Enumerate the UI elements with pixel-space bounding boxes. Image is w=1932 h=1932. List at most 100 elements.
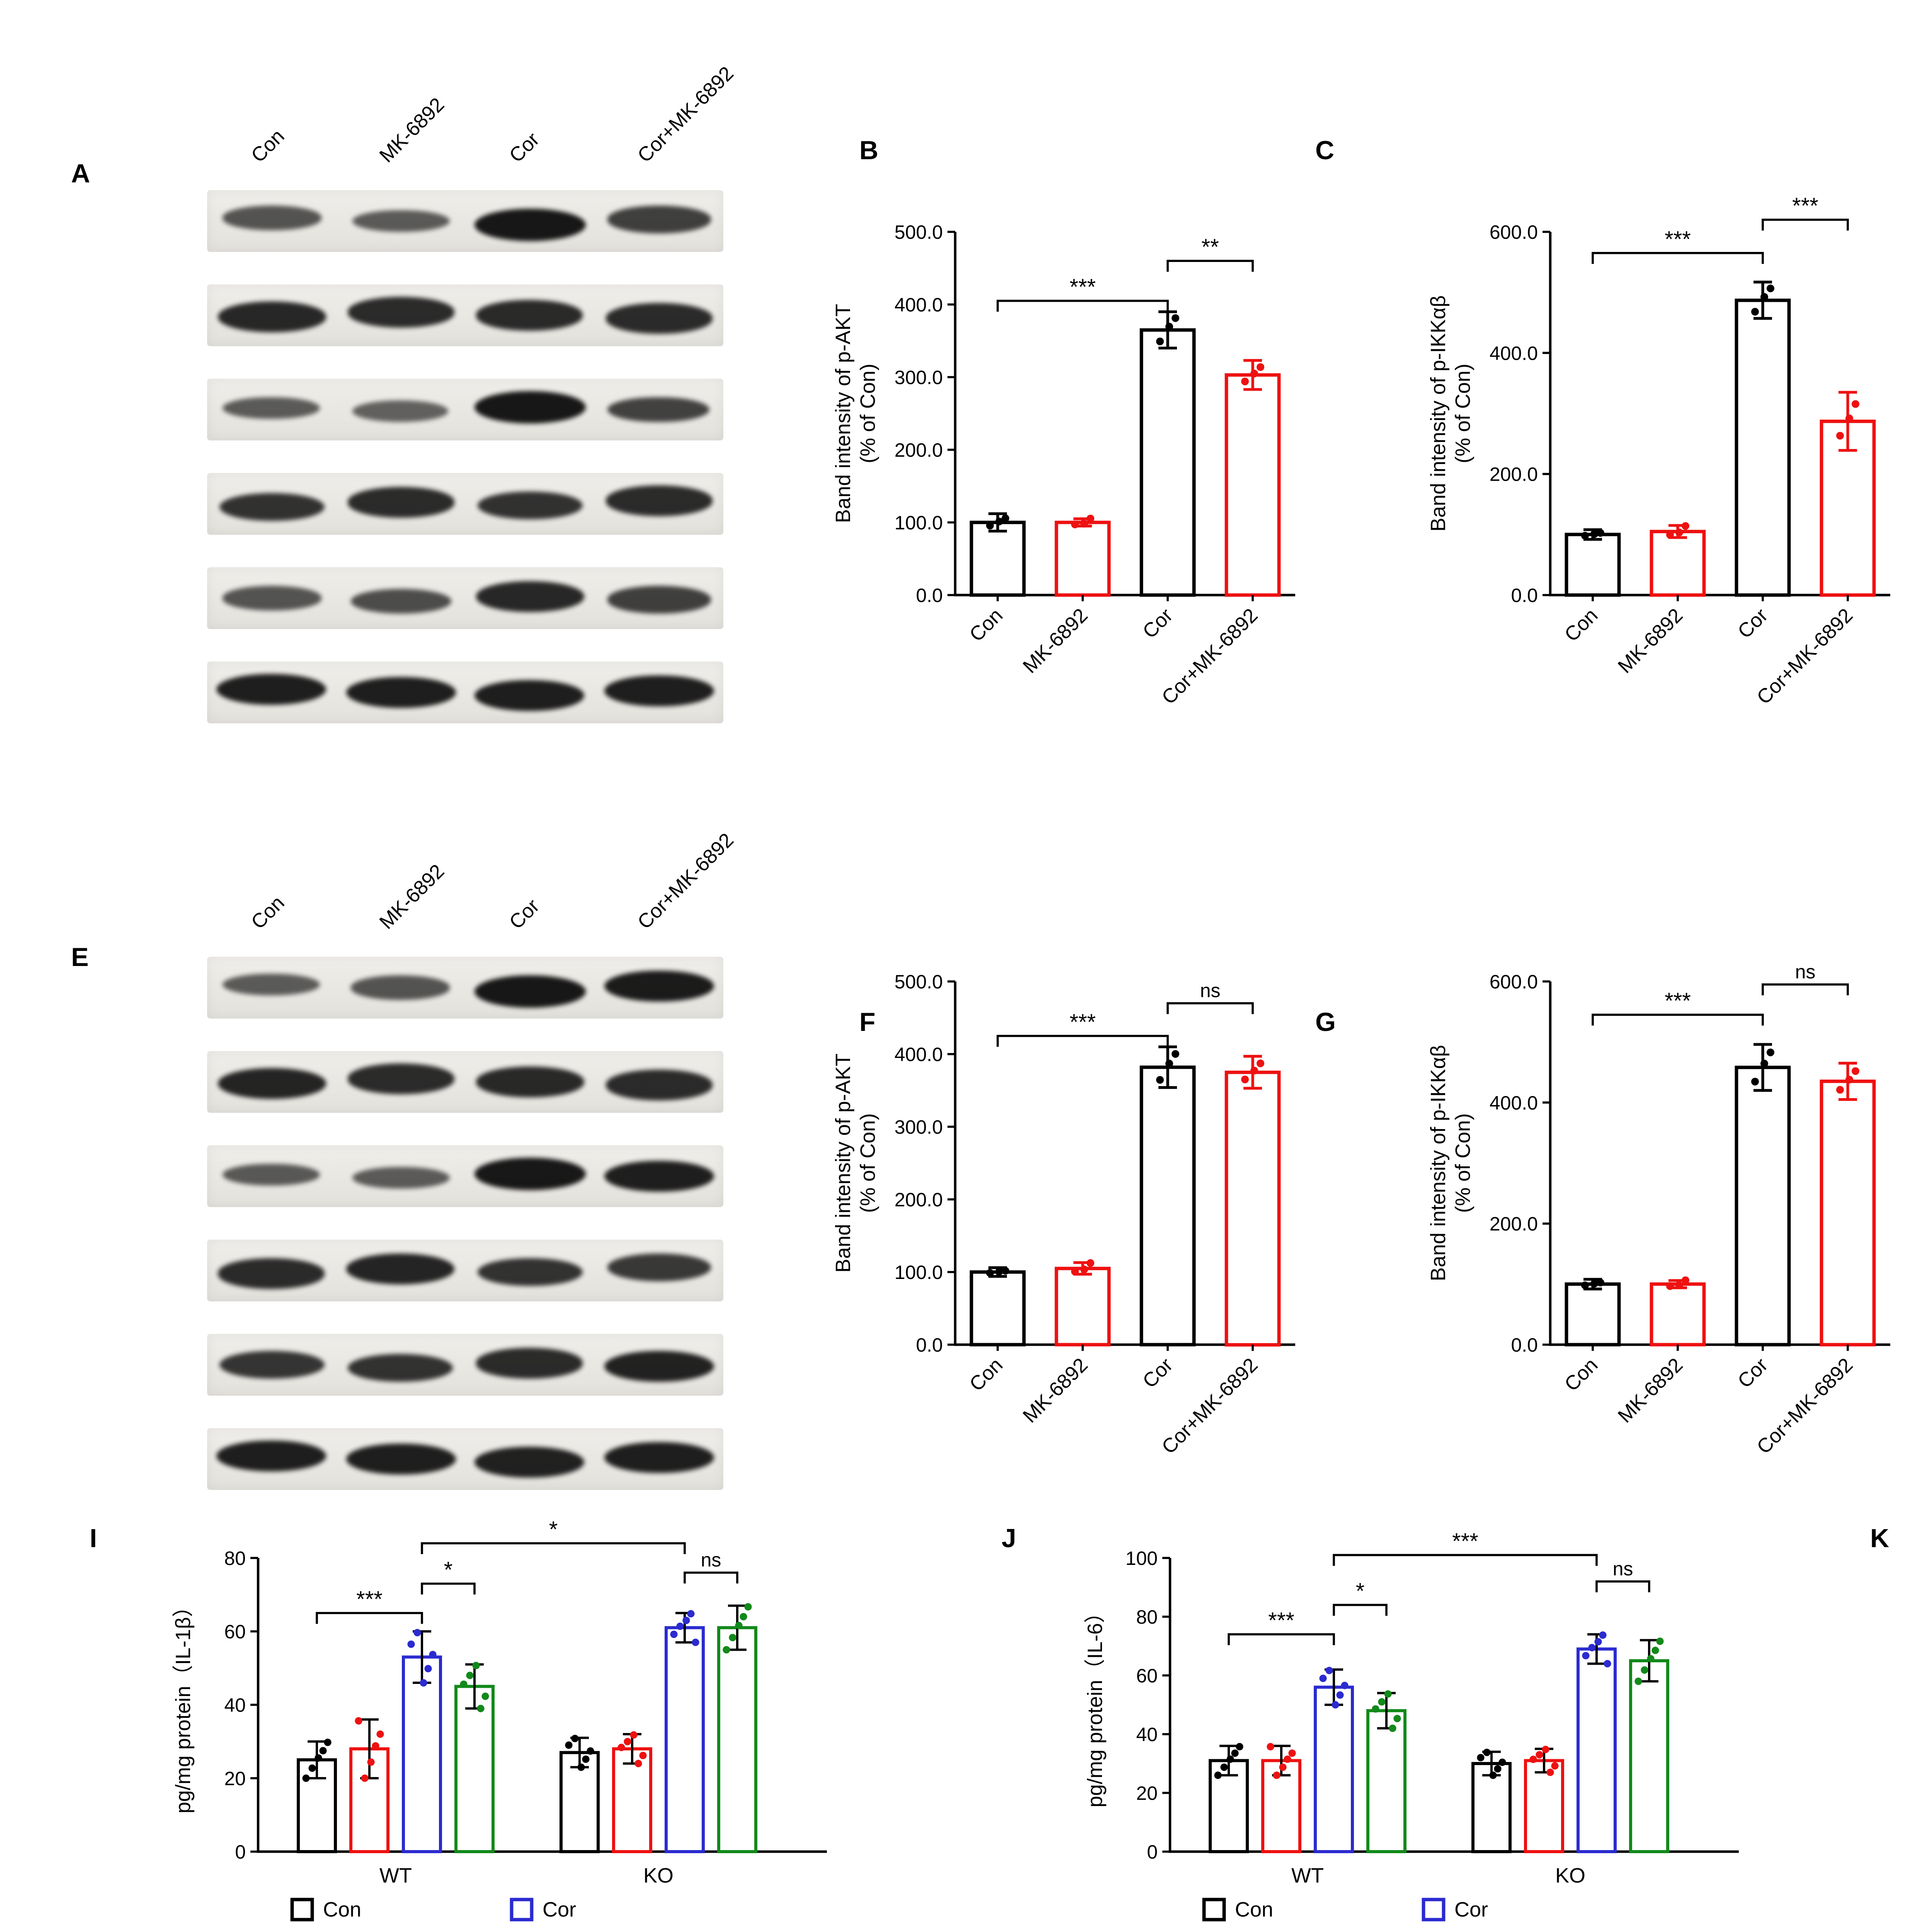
blot-band bbox=[345, 1443, 456, 1475]
x-tick-label: Con bbox=[1560, 604, 1602, 646]
western-blot-panel-a: p-AKT Total-AKT p-IKKαβ Total-IKKαβ p-NFκB To… bbox=[207, 62, 738, 723]
svg-text:400.0: 400.0 bbox=[1490, 342, 1538, 364]
data-point bbox=[1279, 1764, 1287, 1771]
data-point bbox=[481, 1692, 489, 1700]
x-tick-label: Cor bbox=[1733, 604, 1772, 643]
svg-text:0: 0 bbox=[1147, 1841, 1158, 1863]
svg-text:ns: ns bbox=[701, 1549, 721, 1571]
data-point bbox=[1675, 529, 1683, 536]
bar-WT-Cor+MK-6892 bbox=[1366, 1690, 1406, 1853]
svg-text:200.0: 200.0 bbox=[1490, 1213, 1538, 1235]
x-tick-label: Cor bbox=[1138, 604, 1177, 643]
data-point bbox=[1156, 337, 1164, 345]
blot-band bbox=[222, 586, 321, 610]
data-point bbox=[1588, 1644, 1596, 1651]
svg-text:20: 20 bbox=[224, 1768, 246, 1789]
data-point bbox=[1002, 514, 1009, 522]
blot-band bbox=[223, 397, 320, 419]
panel-label-f: F bbox=[859, 1008, 876, 1037]
data-point bbox=[1250, 1066, 1258, 1075]
data-point bbox=[420, 1679, 427, 1687]
svg-text:0.0: 0.0 bbox=[1511, 585, 1538, 606]
y-axis-label: Band intensity of p-AKT (% of Con) bbox=[832, 1053, 879, 1272]
data-point bbox=[1597, 1279, 1604, 1287]
data-point bbox=[1666, 531, 1674, 539]
data-point bbox=[995, 517, 1003, 526]
bar-Con: Con bbox=[1560, 1278, 1621, 1396]
data-point bbox=[308, 1764, 316, 1772]
y-axis-label: Band intensity of p-IKKαβ (% of Con) bbox=[1427, 295, 1475, 532]
data-point bbox=[1220, 1764, 1228, 1771]
blot-band bbox=[217, 1068, 326, 1099]
data-point bbox=[1071, 520, 1079, 529]
svg-text:0.0: 0.0 bbox=[916, 1334, 943, 1356]
bar-WT-MK-6892 bbox=[1261, 1743, 1301, 1854]
svg-text:*: * bbox=[549, 1517, 558, 1542]
bar-chart-svg: Band intensity of p-IKKαβ (% of Con) 0.0 20… bbox=[1427, 961, 1890, 1458]
data-point bbox=[1767, 284, 1774, 293]
blot-row-p-AKT: p-AKT bbox=[207, 190, 723, 252]
blot-row-p-AKT: p-AKT bbox=[207, 957, 723, 1019]
panel-label-k: K bbox=[1870, 1524, 1890, 1553]
group-label: WT bbox=[379, 1864, 412, 1887]
blot-band bbox=[216, 673, 327, 705]
svg-text:500.0: 500.0 bbox=[895, 971, 943, 993]
data-point bbox=[1214, 1771, 1222, 1779]
data-point bbox=[1581, 532, 1589, 540]
blot-row-Total-IKKαβ: Total-IKKαβ bbox=[207, 1240, 723, 1301]
svg-text:Band intensity of p-IKKαβ: Band intensity of p-IKKαβ bbox=[1427, 295, 1450, 532]
data-point bbox=[630, 1731, 638, 1739]
bar-KO-Con bbox=[560, 1735, 600, 1853]
blot-band bbox=[476, 582, 584, 612]
svg-text:200.0: 200.0 bbox=[1490, 464, 1538, 485]
svg-text:***: *** bbox=[1792, 194, 1818, 219]
svg-text:0: 0 bbox=[235, 1841, 246, 1863]
bar-WT-Cor bbox=[402, 1629, 442, 1853]
svg-text:(% of Con): (% of Con) bbox=[1451, 1113, 1475, 1213]
data-point bbox=[1087, 1259, 1094, 1267]
data-point bbox=[687, 1610, 695, 1617]
data-point bbox=[1760, 1060, 1768, 1068]
data-point bbox=[1172, 1050, 1179, 1058]
bar-KO-MK-6892 bbox=[612, 1731, 652, 1853]
data-point bbox=[587, 1747, 594, 1755]
data-point bbox=[995, 1267, 1003, 1276]
svg-text:(% of Con): (% of Con) bbox=[856, 1113, 879, 1213]
bar-chart-svg: Band intensity of p-AKT (% of Con) 0.0 100.… bbox=[832, 221, 1295, 709]
data-point bbox=[1288, 1749, 1296, 1757]
svg-text:100: 100 bbox=[1126, 1548, 1158, 1569]
data-point bbox=[1257, 1060, 1264, 1067]
blot-band bbox=[477, 491, 583, 520]
svg-text:ns: ns bbox=[1795, 961, 1816, 983]
lane-label: Cor+MK-6892 bbox=[633, 61, 738, 167]
bar-MK-6892: MK-6892 bbox=[1019, 1259, 1111, 1427]
blot-band bbox=[352, 1167, 449, 1189]
legend-swatch bbox=[290, 1898, 314, 1922]
data-point bbox=[361, 1774, 369, 1782]
data-point bbox=[740, 1613, 747, 1621]
data-point bbox=[1226, 1755, 1234, 1763]
data-point bbox=[1590, 530, 1598, 538]
data-point bbox=[372, 1742, 379, 1750]
data-point bbox=[676, 1622, 684, 1630]
chart-il-1b-levels: pg/mg protein（IL-1β） 0 20 40 60 80 WT KO *** * ns *… bbox=[162, 1512, 850, 1932]
group-label: WT bbox=[1291, 1864, 1324, 1887]
panel-label-g: G bbox=[1315, 1008, 1337, 1037]
svg-text:Band intensity of p-IKKαβ: Band intensity of p-IKKαβ bbox=[1427, 1045, 1450, 1281]
blot-band bbox=[477, 1258, 583, 1286]
blot-row-Total-NFκB: Total-NFκB bbox=[207, 1428, 723, 1490]
blot-band bbox=[604, 1442, 714, 1473]
x-tick-label: Cor bbox=[1138, 1354, 1177, 1392]
data-point bbox=[319, 1747, 327, 1755]
x-tick-label: MK-6892 bbox=[1019, 604, 1092, 677]
legend-swatch bbox=[1202, 1898, 1226, 1922]
blot-band bbox=[476, 1348, 583, 1378]
data-point bbox=[624, 1738, 631, 1745]
data-point bbox=[1250, 369, 1258, 378]
data-point bbox=[324, 1738, 332, 1746]
blot-band bbox=[607, 206, 711, 233]
data-point bbox=[1852, 400, 1859, 408]
y-ticks: 0.0 200.0 400.0 600.0 bbox=[1490, 971, 1550, 1356]
blot-band bbox=[222, 206, 321, 230]
y-axis-label: pg/mg protein（IL-1β） bbox=[172, 1596, 195, 1813]
